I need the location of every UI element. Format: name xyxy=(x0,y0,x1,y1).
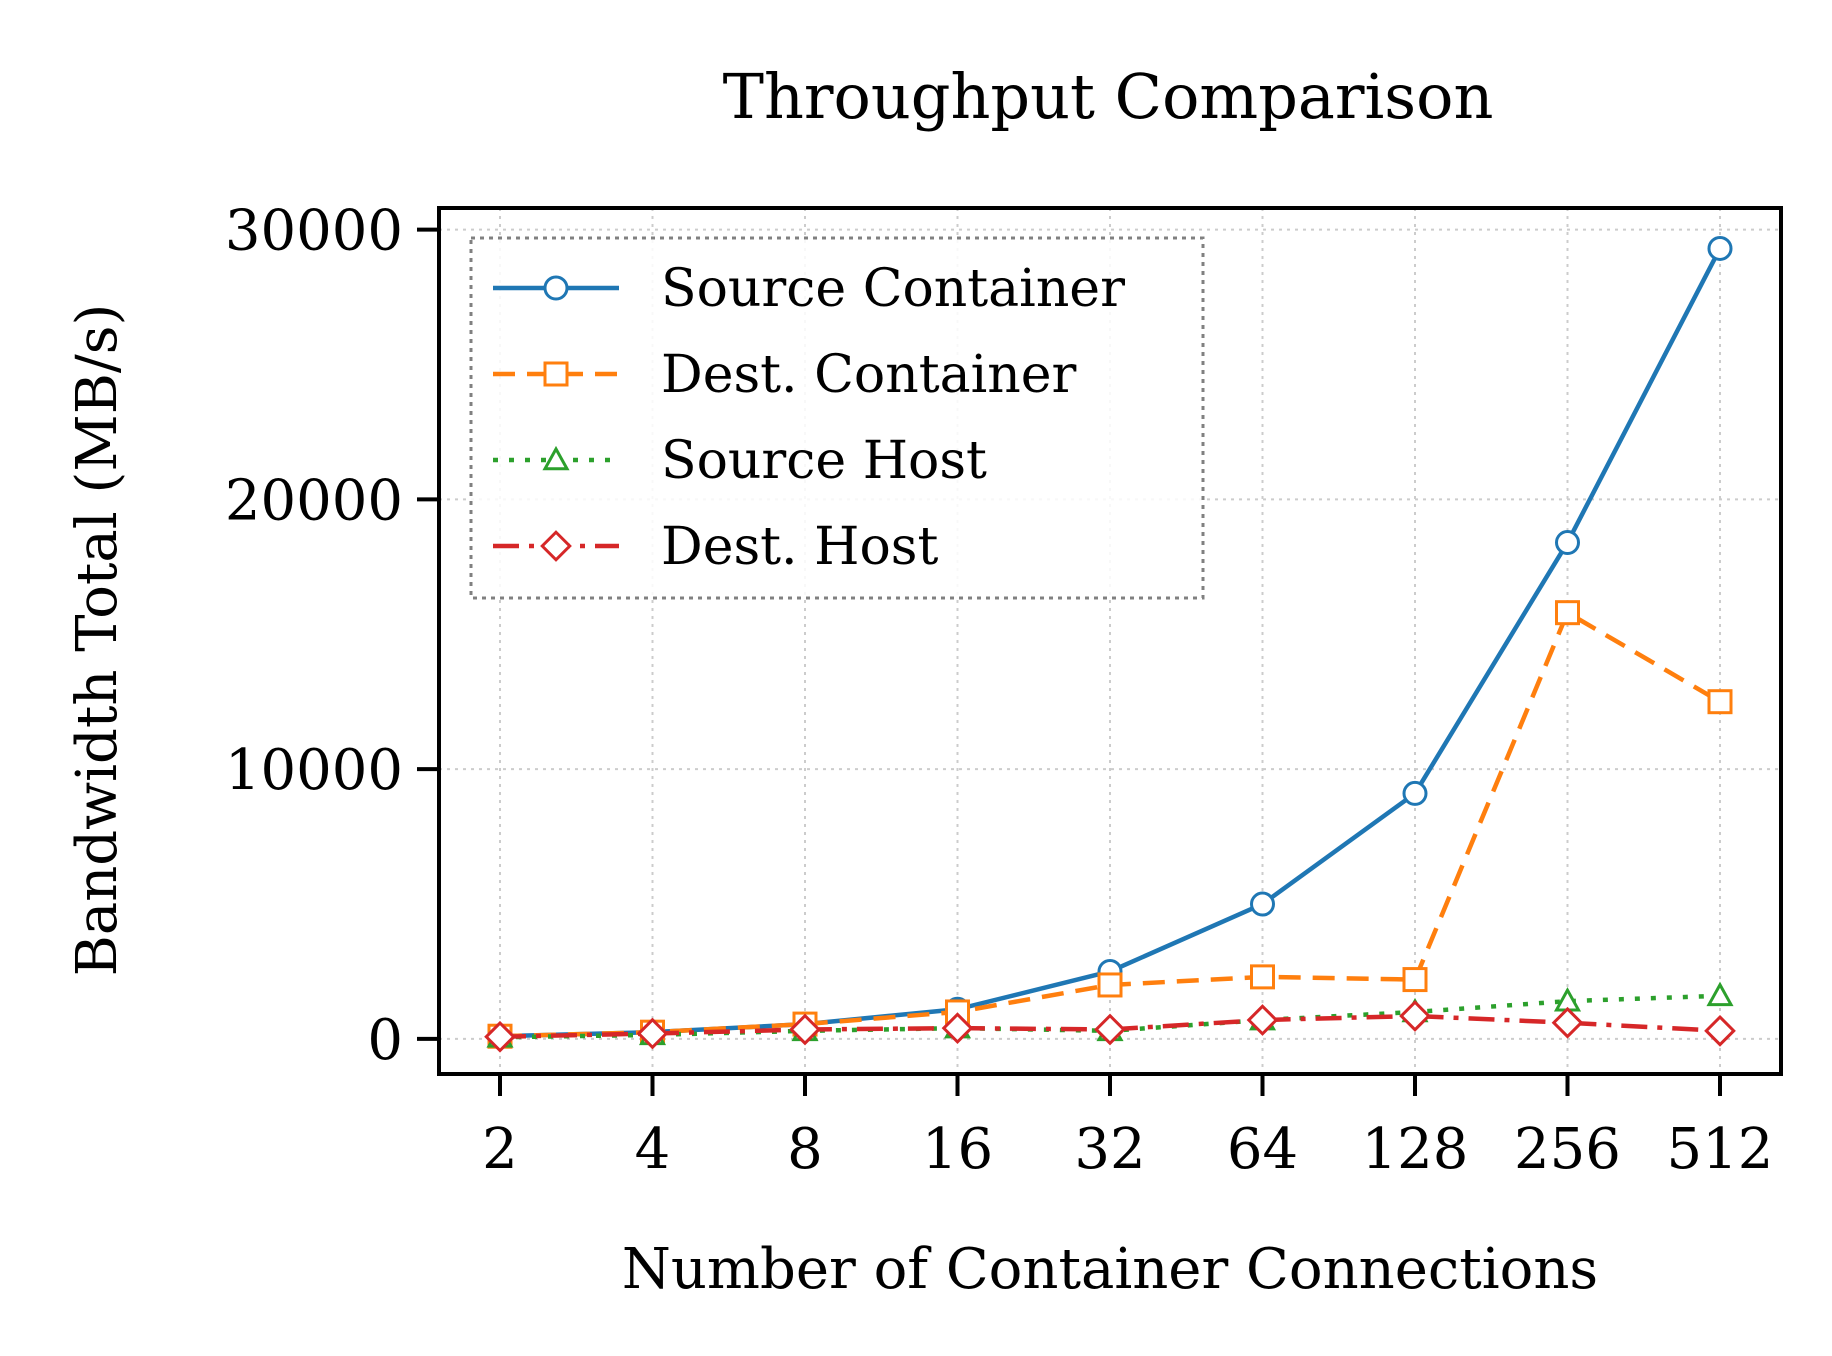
x-tick-label: 16 xyxy=(922,1117,993,1182)
data-point-circle xyxy=(1402,780,1428,806)
series-dest-host xyxy=(484,1000,1736,1053)
data-point-circle xyxy=(1707,235,1733,261)
x-tick-label: 128 xyxy=(1362,1117,1469,1182)
axes: 2 4 8 16 32 64 128 256 512 0 10000 20000 30000 xyxy=(225,199,1774,1182)
x-tick-label: 32 xyxy=(1074,1117,1145,1182)
series-layer xyxy=(484,235,1736,1053)
x-tick-label: 512 xyxy=(1667,1117,1774,1182)
y-tick-label: 10000 xyxy=(225,738,403,803)
data-point-diamond xyxy=(1399,1000,1431,1032)
x-tick-label: 64 xyxy=(1227,1117,1298,1182)
data-point-circle xyxy=(1250,891,1275,917)
data-point-triangle xyxy=(1706,981,1734,1007)
legend-label: Dest. Container xyxy=(661,345,1076,405)
legend-marker-square xyxy=(543,361,569,387)
y-axis-label: Bandwidth Total (MB/s) xyxy=(65,304,130,977)
legend-label: Dest. Host xyxy=(661,517,938,577)
data-point-diamond xyxy=(941,1012,974,1045)
y-tick-label: 30000 xyxy=(225,199,403,264)
data-point-diamond xyxy=(789,1013,821,1046)
legend-marker-circle xyxy=(543,275,569,301)
legend-marker-diamond xyxy=(540,530,572,562)
data-point-square xyxy=(1555,600,1580,626)
data-point-square xyxy=(1250,964,1275,990)
data-point-diamond xyxy=(1246,1004,1279,1036)
legend-label: Source Host xyxy=(661,431,987,491)
x-tick-label: 2 xyxy=(482,1117,518,1182)
y-tick-label: 0 xyxy=(367,1008,403,1073)
data-point-diamond xyxy=(1094,1013,1126,1046)
chart-title: Throughput Comparison xyxy=(723,60,1494,133)
x-tick-label: 4 xyxy=(635,1117,671,1182)
x-tick-label: 256 xyxy=(1514,1117,1621,1182)
data-point-circle xyxy=(1555,530,1580,556)
data-point-diamond xyxy=(484,1020,516,1053)
data-point-diamond xyxy=(1704,1014,1736,1047)
x-axis-label: Number of Container Connections xyxy=(622,1237,1598,1302)
legend-label: Source Container xyxy=(661,259,1125,319)
x-tick-label: 8 xyxy=(787,1117,823,1182)
legend-marker-triangle xyxy=(542,445,570,471)
data-point-square xyxy=(1402,967,1428,993)
legend: Source Container Dest. Container Source Ho… xyxy=(469,236,1205,600)
data-point-diamond xyxy=(1551,1006,1584,1039)
legend-frame xyxy=(469,236,1205,600)
y-tick-label: 20000 xyxy=(225,468,403,533)
data-point-diamond xyxy=(636,1017,669,1050)
data-point-square xyxy=(1707,689,1733,715)
data-point-square xyxy=(1097,972,1123,998)
